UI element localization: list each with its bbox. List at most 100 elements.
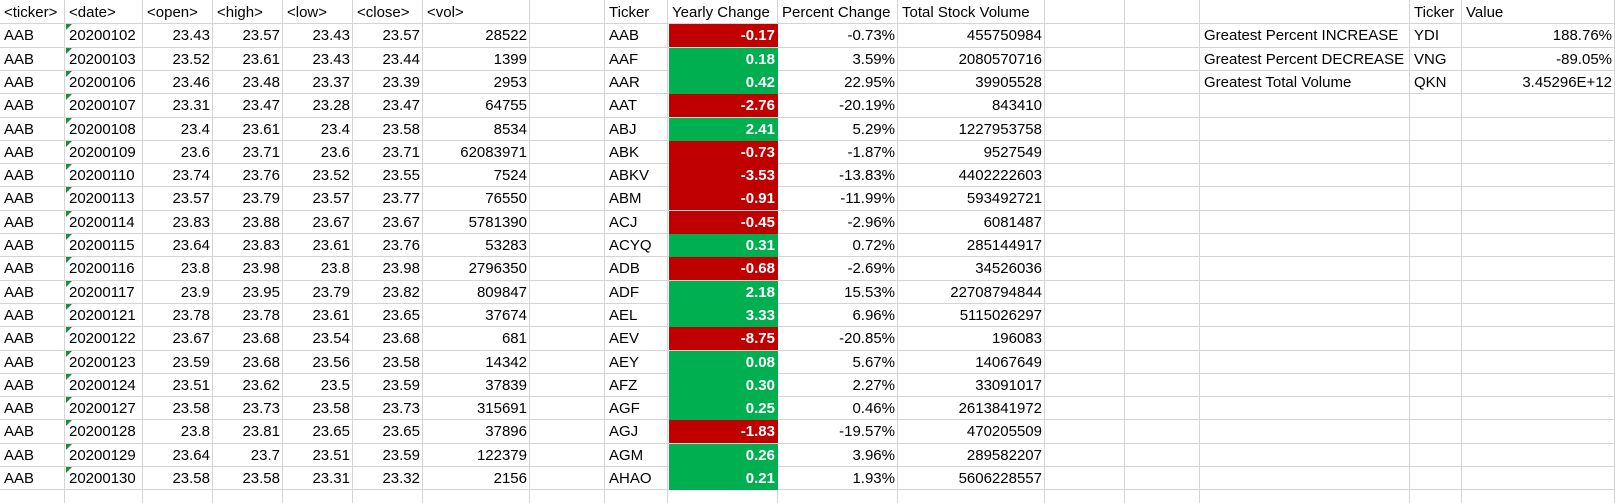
cell-low[interactable]: 23.5 (320, 377, 350, 394)
cell-low[interactable]: 23.43 (312, 51, 350, 68)
summary-total-stock-volume[interactable]: 33091017 (975, 377, 1042, 394)
summary-ticker[interactable]: AHAO (609, 470, 652, 487)
cell-high[interactable]: 23.88 (242, 214, 280, 231)
greatest-header-value[interactable]: Value (1466, 4, 1504, 21)
cell-high[interactable]: 23.71 (242, 144, 280, 161)
summary-percent-change[interactable]: 5.67% (852, 354, 895, 371)
cell-open[interactable]: 23.9 (180, 284, 210, 301)
summary-ticker[interactable]: ACYQ (609, 237, 652, 254)
summary-yearly-change[interactable]: -0.73 (669, 141, 778, 164)
summary-yearly-change[interactable]: 0.08 (669, 351, 778, 374)
cell-date[interactable]: 20200124 (66, 374, 143, 397)
cell-open[interactable]: 23.78 (172, 307, 210, 324)
cell-high[interactable]: 23.76 (242, 167, 280, 184)
header-ticker[interactable]: <ticker> (4, 4, 58, 21)
summary-percent-change[interactable]: -11.99% (840, 190, 895, 207)
summary-total-stock-volume[interactable]: 470205509 (966, 423, 1042, 440)
summary-ticker[interactable]: AGJ (609, 423, 639, 440)
cell-open[interactable]: 23.51 (172, 377, 210, 394)
summary-percent-change[interactable]: 3.59% (852, 51, 895, 68)
cell-vol[interactable]: 37839 (485, 377, 527, 394)
cell-vol[interactable]: 681 (501, 330, 527, 347)
header-close[interactable]: <close> (357, 4, 410, 21)
cell-high[interactable]: 23.73 (242, 400, 280, 417)
cell-close[interactable]: 23.58 (382, 354, 420, 371)
cell-open[interactable]: 23.58 (172, 400, 210, 417)
cell-open[interactable]: 23.31 (172, 97, 210, 114)
cell-ticker[interactable]: AAB (4, 167, 35, 184)
summary-ticker[interactable]: ACJ (609, 214, 638, 231)
cell-high[interactable]: 23.79 (242, 190, 280, 207)
cell-vol[interactable]: 37674 (485, 307, 527, 324)
summary-total-stock-volume[interactable]: 289582207 (966, 447, 1042, 464)
summary-header-total-stock-volume[interactable]: Total Stock Volume (902, 4, 1030, 21)
cell-high[interactable]: 23.48 (242, 74, 280, 91)
summary-ticker[interactable]: AEV (609, 330, 640, 347)
cell-open[interactable]: 23.83 (172, 214, 210, 231)
cell-vol[interactable]: 14342 (485, 354, 527, 371)
cell-date[interactable]: 20200107 (66, 94, 143, 117)
summary-ticker[interactable]: AEL (609, 307, 638, 324)
summary-yearly-change[interactable]: -8.75 (669, 327, 778, 350)
summary-ticker[interactable]: ABKV (609, 167, 650, 184)
cell-open[interactable]: 23.64 (172, 447, 210, 464)
cell-ticker[interactable]: AAB (4, 121, 35, 138)
summary-header-percent-change[interactable]: Percent Change (782, 4, 891, 21)
cell-date[interactable]: 20200110 (66, 164, 143, 187)
summary-ticker[interactable]: AEY (609, 354, 640, 371)
cell-high[interactable]: 23.57 (242, 27, 280, 44)
cell-high[interactable]: 23.61 (242, 121, 280, 138)
cell-high[interactable]: 23.81 (242, 423, 280, 440)
cell-vol[interactable]: 37896 (485, 423, 527, 440)
greatest-label[interactable]: Greatest Percent DECREASE (1204, 51, 1405, 68)
cell-open[interactable]: 23.58 (172, 470, 210, 487)
header-low[interactable]: <low> (287, 4, 328, 21)
summary-percent-change[interactable]: -1.87% (847, 144, 895, 161)
cell-close[interactable]: 23.98 (382, 260, 420, 277)
cell-close[interactable]: 23.67 (382, 214, 420, 231)
summary-yearly-change[interactable]: -0.68 (669, 257, 778, 280)
cell-open[interactable]: 23.67 (172, 330, 210, 347)
cell-close[interactable]: 23.59 (382, 377, 420, 394)
summary-yearly-change[interactable]: 0.21 (669, 467, 778, 490)
summary-total-stock-volume[interactable]: 9527549 (983, 144, 1042, 161)
summary-ticker[interactable]: AFZ (609, 377, 638, 394)
cell-close[interactable]: 23.39 (382, 74, 420, 91)
cell-close[interactable]: 23.65 (382, 423, 420, 440)
summary-yearly-change[interactable]: -3.53 (669, 164, 778, 187)
cell-date[interactable]: 20200130 (66, 467, 143, 490)
summary-ticker[interactable]: AAT (609, 97, 638, 114)
summary-percent-change[interactable]: 22.95% (844, 74, 895, 91)
greatest-value[interactable]: -89.05% (1556, 51, 1612, 68)
cell-date[interactable]: 20200106 (66, 71, 143, 94)
summary-percent-change[interactable]: 6.96% (852, 307, 895, 324)
cell-high[interactable]: 23.78 (242, 307, 280, 324)
cell-date[interactable]: 20200102 (66, 24, 143, 47)
cell-ticker[interactable]: AAB (4, 447, 35, 464)
summary-ticker[interactable]: ABJ (609, 121, 637, 138)
cell-ticker[interactable]: AAB (4, 144, 35, 161)
cell-open[interactable]: 23.8 (180, 423, 210, 440)
summary-total-stock-volume[interactable]: 22708794844 (950, 284, 1042, 301)
cell-high[interactable]: 23.83 (242, 237, 280, 254)
cell-open[interactable]: 23.57 (172, 190, 210, 207)
header-high[interactable]: <high> (217, 4, 263, 21)
cell-date[interactable]: 20200114 (66, 211, 143, 234)
cell-low[interactable]: 23.61 (312, 307, 350, 324)
cell-ticker[interactable]: AAB (4, 330, 35, 347)
cell-low[interactable]: 23.58 (312, 400, 350, 417)
cell-date[interactable]: 20200129 (66, 444, 143, 467)
cell-high[interactable]: 23.61 (242, 51, 280, 68)
cell-close[interactable]: 23.57 (382, 27, 420, 44)
summary-header-ticker[interactable]: Ticker (609, 4, 650, 21)
summary-ticker[interactable]: ADB (609, 260, 640, 277)
summary-percent-change[interactable]: -20.85% (839, 330, 895, 347)
cell-date[interactable]: 20200127 (66, 397, 143, 420)
cell-ticker[interactable]: AAB (4, 97, 35, 114)
cell-low[interactable]: 23.54 (312, 330, 350, 347)
cell-close[interactable]: 23.65 (382, 307, 420, 324)
summary-total-stock-volume[interactable]: 196083 (991, 330, 1042, 347)
summary-ticker[interactable]: AAR (609, 74, 640, 91)
cell-open[interactable]: 23.59 (172, 354, 210, 371)
cell-low[interactable]: 23.6 (320, 144, 350, 161)
